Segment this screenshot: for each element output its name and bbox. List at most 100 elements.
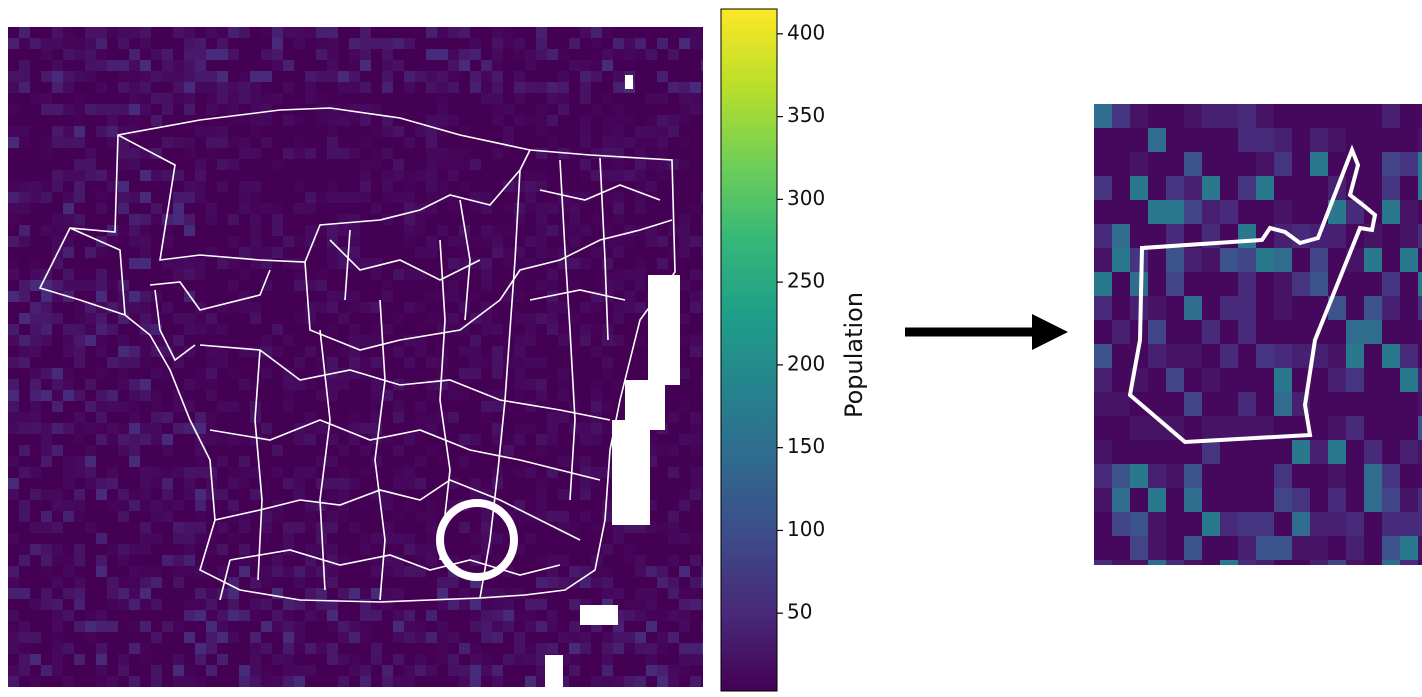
raster-cell bbox=[591, 324, 602, 335]
raster-cell bbox=[1364, 368, 1382, 392]
raster-cell bbox=[316, 390, 327, 401]
raster-cell bbox=[239, 38, 250, 49]
raster-cell bbox=[1148, 272, 1166, 296]
raster-cell bbox=[85, 500, 96, 511]
raster-cell bbox=[74, 324, 85, 335]
raster-cell bbox=[404, 269, 415, 280]
raster-cell bbox=[558, 390, 569, 401]
raster-cell bbox=[30, 401, 41, 412]
raster-cell bbox=[19, 676, 30, 687]
raster-cell bbox=[591, 313, 602, 324]
raster-cell bbox=[129, 247, 140, 258]
colorbar-tick-label: 100 bbox=[787, 517, 825, 541]
raster-cell bbox=[63, 588, 74, 599]
raster-cell bbox=[1346, 128, 1364, 152]
raster-cell bbox=[624, 291, 635, 302]
raster-cell bbox=[437, 93, 448, 104]
raster-cell bbox=[448, 82, 459, 93]
raster-cell bbox=[393, 478, 404, 489]
raster-cell bbox=[228, 456, 239, 467]
raster-cell bbox=[206, 236, 217, 247]
raster-cell bbox=[85, 247, 96, 258]
raster-cell bbox=[1274, 128, 1292, 152]
raster-cell bbox=[415, 82, 426, 93]
raster-cell bbox=[283, 632, 294, 643]
raster-cell bbox=[261, 335, 272, 346]
raster-cell bbox=[41, 489, 52, 500]
raster-cell bbox=[624, 258, 635, 269]
raster-cell bbox=[239, 500, 250, 511]
raster-cell bbox=[327, 27, 338, 38]
raster-cell bbox=[305, 621, 316, 632]
raster-cell bbox=[591, 214, 602, 225]
raster-cell bbox=[1166, 488, 1184, 512]
raster-cell bbox=[1130, 128, 1148, 152]
raster-cell bbox=[151, 71, 162, 82]
raster-cell bbox=[129, 115, 140, 126]
raster-cell bbox=[536, 533, 547, 544]
raster-cell bbox=[404, 104, 415, 115]
raster-cell bbox=[668, 610, 679, 621]
raster-cell bbox=[404, 390, 415, 401]
raster-cell bbox=[1094, 248, 1112, 272]
raster-cell bbox=[459, 181, 470, 192]
raster-cell bbox=[602, 566, 613, 577]
raster-cell bbox=[437, 137, 448, 148]
raster-cell bbox=[657, 566, 668, 577]
raster-cell bbox=[679, 313, 690, 324]
raster-cell bbox=[283, 49, 294, 60]
raster-cell bbox=[173, 588, 184, 599]
raster-cell bbox=[96, 170, 107, 181]
raster-cell bbox=[1094, 104, 1112, 128]
raster-cell bbox=[360, 27, 371, 38]
raster-cell bbox=[19, 225, 30, 236]
raster-cell bbox=[624, 269, 635, 280]
raster-cell bbox=[437, 247, 448, 258]
raster-cell bbox=[250, 302, 261, 313]
raster-cell bbox=[52, 544, 63, 555]
raster-cell bbox=[404, 27, 415, 38]
raster-cell bbox=[481, 434, 492, 445]
raster-cell bbox=[558, 379, 569, 390]
raster-cell bbox=[217, 170, 228, 181]
raster-cell bbox=[514, 313, 525, 324]
raster-cell bbox=[63, 269, 74, 280]
raster-cell bbox=[305, 632, 316, 643]
raster-cell bbox=[206, 214, 217, 225]
raster-cell bbox=[195, 159, 206, 170]
raster-cell bbox=[283, 676, 294, 687]
raster-cell bbox=[63, 38, 74, 49]
raster-cell bbox=[437, 49, 448, 60]
raster-cell bbox=[327, 390, 338, 401]
raster-cell bbox=[261, 577, 272, 588]
raster-cell bbox=[107, 522, 118, 533]
raster-cell bbox=[41, 401, 52, 412]
raster-cell bbox=[107, 137, 118, 148]
raster-cell bbox=[525, 478, 536, 489]
raster-cell bbox=[481, 643, 492, 654]
raster-cell bbox=[151, 632, 162, 643]
raster-cell bbox=[404, 621, 415, 632]
colorbar-ticks: 50100150200250300350400 bbox=[777, 20, 825, 623]
raster-cell bbox=[448, 665, 459, 676]
raster-cell bbox=[426, 632, 437, 643]
raster-cell bbox=[85, 544, 96, 555]
raster-cell bbox=[426, 511, 437, 522]
raster-cell bbox=[173, 522, 184, 533]
raster-cell bbox=[195, 313, 206, 324]
raster-cell bbox=[613, 71, 624, 82]
raster-cell bbox=[1400, 392, 1418, 416]
raster-cell bbox=[668, 643, 679, 654]
raster-cell bbox=[481, 192, 492, 203]
colorbar-tick-label: 300 bbox=[787, 186, 825, 210]
raster-cell bbox=[151, 368, 162, 379]
raster-cell bbox=[228, 93, 239, 104]
raster-cell bbox=[1094, 320, 1112, 344]
raster-cell bbox=[85, 148, 96, 159]
raster-cell bbox=[514, 423, 525, 434]
raster-cell bbox=[437, 27, 448, 38]
raster-cell bbox=[8, 577, 19, 588]
raster-cell bbox=[1310, 248, 1328, 272]
raster-cell bbox=[415, 148, 426, 159]
raster-cell bbox=[250, 82, 261, 93]
